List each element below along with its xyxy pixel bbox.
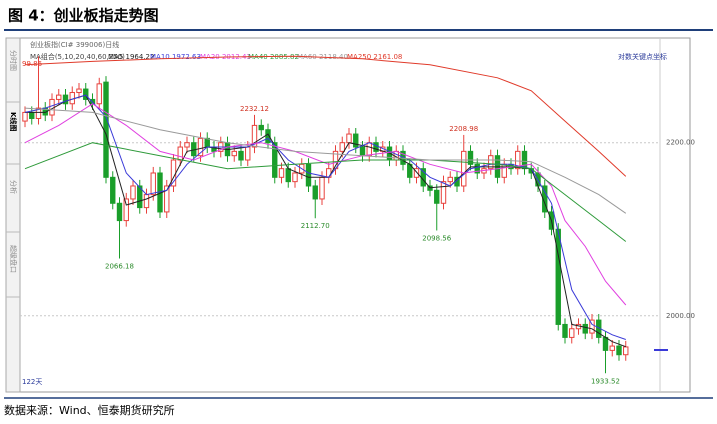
- candle-body: [130, 185, 136, 200]
- ma-group: MA组合(5,10,20,40,60,250): [30, 52, 125, 61]
- figure-title: 图 4：创业板指走势图: [8, 7, 159, 25]
- candle-body: [251, 124, 258, 148]
- candle-body: [582, 323, 588, 334]
- side-tab: 分时图: [9, 50, 18, 71]
- candle-body: [589, 319, 595, 334]
- candle-body: [143, 194, 150, 209]
- candle-body: [521, 150, 528, 170]
- candle-body: [562, 323, 568, 338]
- candle-body: [103, 81, 109, 178]
- candle-body: [22, 111, 28, 122]
- low-label: 1933.52: [591, 377, 620, 385]
- source: 数据来源：Wind、恒泰期货研究所: [4, 403, 175, 417]
- candle-body: [238, 150, 244, 161]
- ma-line: [24, 107, 627, 214]
- candle-body: [488, 155, 494, 170]
- candle-body: [353, 133, 359, 148]
- candle-body: [366, 142, 372, 157]
- candle-body: [501, 163, 507, 178]
- candle-body: [83, 88, 89, 100]
- candle-body: [76, 88, 82, 94]
- candle-body: [616, 345, 622, 356]
- candle-body: [359, 146, 366, 157]
- low-label: 2066.18: [105, 263, 134, 271]
- candle-body: [440, 181, 447, 204]
- candle-body: [35, 107, 42, 119]
- candle-body: [177, 146, 183, 161]
- ma-line: [24, 55, 627, 177]
- candle-body: [123, 198, 129, 222]
- candle-body: [319, 176, 325, 200]
- candle-body: [555, 228, 561, 325]
- side-tab: 分析: [9, 180, 18, 194]
- candle-body: [569, 328, 575, 338]
- candle-body: [265, 129, 271, 144]
- candle-body: [292, 172, 298, 183]
- candle-body: [110, 176, 116, 204]
- candle-body: [285, 168, 291, 183]
- candle-body: [474, 163, 480, 174]
- candle-body: [434, 189, 440, 204]
- period-label: 122天: [22, 378, 42, 386]
- y-tick-label: 2200.00: [666, 139, 695, 147]
- tab-strip: [5, 37, 21, 393]
- high-label: 2208.98: [449, 125, 478, 133]
- chart-name: 创业板指(CI# 399006)日线: [30, 40, 119, 49]
- candle-body: [56, 94, 62, 100]
- low-label: 2098.56: [422, 234, 451, 242]
- candle-body: [413, 168, 420, 178]
- candle-body: [346, 133, 352, 144]
- candle-body: [150, 172, 156, 196]
- candle-body: [278, 168, 285, 178]
- candle-body: [515, 150, 521, 170]
- candle-body: [272, 142, 278, 178]
- candle-body: [312, 185, 318, 200]
- ma-line: [24, 142, 627, 242]
- candle-body: [137, 185, 143, 209]
- candle-body: [258, 124, 264, 131]
- high-label: 2232.12: [240, 105, 269, 113]
- candle-body: [467, 150, 474, 165]
- candle-body: [96, 83, 102, 105]
- candle-body: [305, 163, 312, 187]
- legend-entry: MA40 2085.82: [248, 53, 299, 61]
- legend-entry: MA10 1972.63: [150, 53, 201, 61]
- candle-body: [339, 142, 345, 152]
- candle-body: [184, 142, 190, 148]
- y-tick-label: 2000.00: [666, 312, 695, 320]
- legend-entry: MA250 2161.08: [347, 53, 402, 61]
- candle-body: [461, 150, 467, 187]
- candle-body: [204, 137, 210, 148]
- candle-body: [623, 346, 629, 356]
- candle-body: [609, 345, 615, 351]
- candle-body: [373, 142, 379, 152]
- candle-body: [447, 176, 453, 183]
- candle-body: [69, 92, 75, 105]
- candle-body: [62, 94, 69, 105]
- legend-entry: MA5 1964.22: [108, 53, 154, 61]
- candle-body: [197, 137, 204, 157]
- candle-body: [29, 111, 35, 119]
- candle-body: [49, 98, 55, 116]
- candle-body: [245, 146, 251, 161]
- side-tab: K线图: [9, 112, 18, 131]
- candle-body: [116, 202, 123, 222]
- candle-body: [164, 185, 170, 213]
- low-label: 2112.70: [301, 222, 330, 230]
- candle-body: [602, 336, 609, 351]
- candle-body: [231, 150, 237, 157]
- scale-note: 对数关键点坐标: [618, 52, 667, 61]
- side-tab: 超级盘口: [9, 245, 18, 273]
